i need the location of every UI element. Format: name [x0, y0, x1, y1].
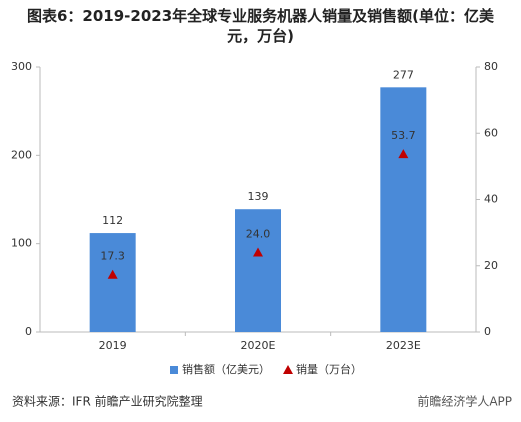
y2-tick-label: 60 [484, 126, 498, 139]
marker-value-label: 24.0 [246, 228, 271, 241]
y-tick-label: 100 [11, 237, 32, 250]
y-tick-label: 200 [11, 148, 32, 161]
footer-mark: 前瞻经济学人APP [417, 394, 512, 409]
y2-tick-label: 80 [484, 60, 498, 73]
legend-swatch [283, 365, 293, 374]
y-tick-label: 0 [25, 325, 32, 338]
x-tick-label: 2023E [386, 339, 421, 352]
y2-tick-label: 40 [484, 193, 498, 206]
bar-value-label: 139 [248, 190, 269, 203]
bar [380, 87, 427, 332]
chart-title: 图表6：2019-2023年全球专业服务机器人销量及销售额(单位：亿美元，万台) [26, 7, 495, 45]
bar-value-label: 112 [102, 214, 123, 227]
y2-tick-label: 0 [484, 325, 491, 338]
marker [253, 247, 263, 257]
x-tick-label: 2020E [241, 339, 276, 352]
source: 资料来源：IFR 前瞻产业研究院整理 [12, 394, 203, 409]
marker [107, 269, 118, 279]
x-tick-label: 2019 [99, 339, 127, 352]
y-tick-label: 300 [11, 60, 32, 73]
bar-value-label: 277 [393, 68, 414, 81]
legend-label: 销量（万台） [296, 362, 362, 376]
legend-label: 销售额（亿美元） [182, 362, 270, 376]
bar [235, 209, 281, 332]
legend-swatch [170, 366, 178, 374]
marker [398, 149, 409, 159]
marker-value-label: 53.7 [391, 129, 416, 142]
marker-value-label: 17.3 [100, 250, 125, 263]
y2-tick-label: 20 [484, 259, 498, 272]
bar [89, 233, 136, 332]
